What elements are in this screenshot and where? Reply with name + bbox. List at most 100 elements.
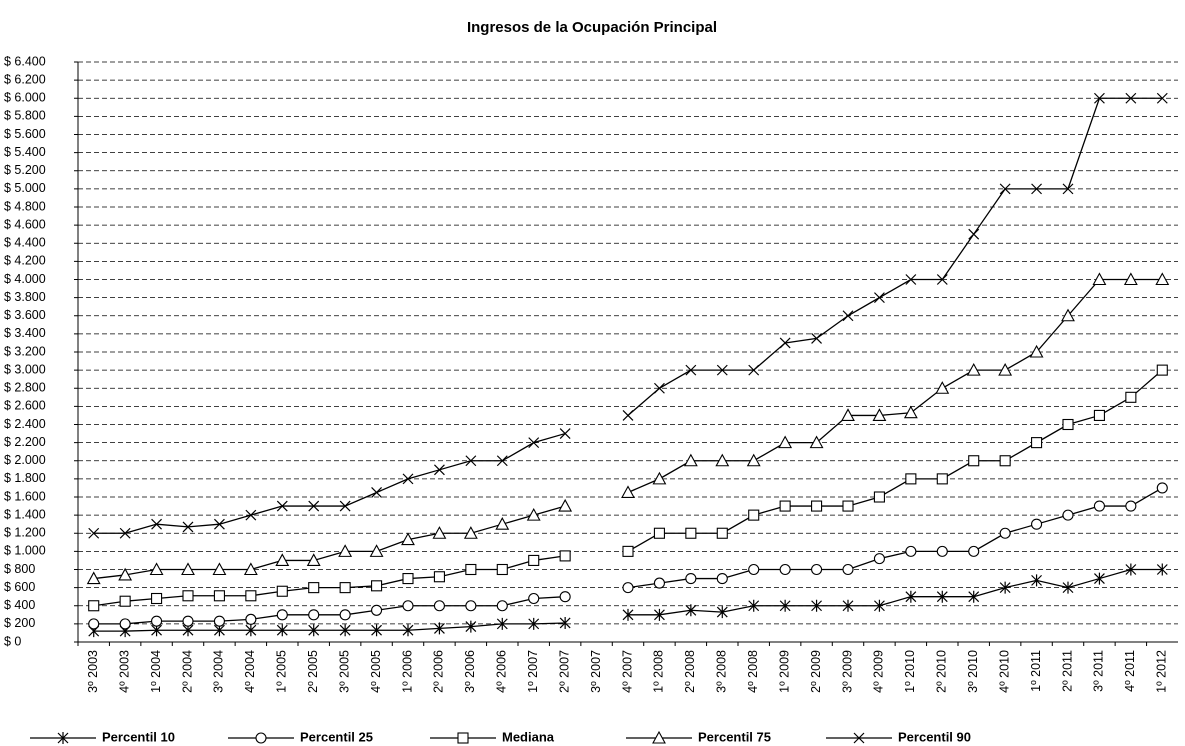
y-tick-label: $ 600 [4,580,35,594]
marker-shape [936,545,948,557]
marker [998,362,1013,376]
x-tick-label: 3º 2007 [589,650,603,693]
marker [149,562,164,576]
marker-shape [779,500,791,512]
marker [528,592,540,605]
marker-shape [245,590,257,602]
marker [528,437,540,449]
marker-shape [181,562,195,576]
marker [872,408,887,421]
marker [151,518,162,530]
marker-shape [936,274,948,285]
marker-shape [905,545,917,557]
marker [622,545,634,557]
marker-shape [275,553,290,566]
marker-shape [559,616,571,629]
marker-shape [905,274,917,285]
marker [903,405,918,419]
marker-shape [654,608,665,621]
marker-shape [243,562,258,576]
marker [999,527,1011,539]
marker [715,453,730,467]
marker-shape [88,527,100,539]
marker-shape [716,606,728,619]
marker-shape [652,730,666,744]
marker-shape [465,455,477,467]
marker [746,453,761,467]
marker-shape [903,405,918,419]
marker-shape [433,600,445,612]
marker [243,562,258,576]
marker [748,599,760,612]
x-tick-label: 3º 2010 [966,650,980,693]
series-line [93,568,1163,632]
marker-shape [685,364,697,376]
marker [1062,183,1074,195]
y-tick-label: $ 400 [4,598,35,612]
marker [905,473,917,485]
marker [57,732,69,744]
marker [1031,574,1042,587]
x-tick-label: 4º 2006 [495,650,509,693]
marker-shape [716,527,728,539]
marker-shape [1031,183,1042,195]
marker [88,618,100,630]
x-tick-label: 4º 2007 [620,650,634,693]
y-tick-label: $ 4.400 [4,236,46,250]
marker [1031,437,1043,449]
marker-shape [1156,364,1168,376]
marker-shape [685,573,697,585]
marker-shape [1094,572,1105,585]
marker-shape [809,435,824,449]
marker [212,562,227,576]
marker-shape [905,590,917,603]
marker-shape [999,581,1011,594]
x-tick-label: 3º 2003 [86,650,100,693]
marker-shape [779,337,791,349]
marker-shape [276,609,288,621]
marker [371,487,382,498]
marker-shape [716,573,728,585]
marker [968,545,980,557]
marker [1093,409,1105,421]
marker-shape [496,455,508,467]
marker-shape [935,381,950,394]
marker [1125,92,1137,104]
legend-label: Percentil 10 [102,729,175,744]
marker [1156,364,1168,376]
x-tick-label: 4º 2004 [243,650,257,693]
marker-shape [874,599,885,612]
marker-shape [276,585,288,597]
marker-shape [465,563,477,576]
marker [1062,418,1074,431]
marker-shape [88,600,100,612]
marker [496,617,508,630]
marker [685,604,697,617]
legend-label: Percentil 75 [698,729,771,744]
marker-shape [496,600,508,612]
marker-shape [905,473,917,485]
marker [308,624,320,637]
x-tick-label: 3º 2006 [463,650,477,693]
marker-shape [151,615,163,627]
marker-shape [748,509,760,521]
marker [621,485,635,499]
marker-shape [402,473,414,485]
marker-shape [999,183,1011,195]
marker [371,580,383,592]
marker [559,428,571,439]
marker [653,527,665,539]
marker [463,526,478,539]
marker-shape [212,562,227,576]
marker-shape [716,364,728,376]
marker-shape [401,532,415,546]
marker [1123,272,1138,286]
marker [748,364,760,376]
marker [402,624,414,637]
marker [716,606,728,619]
marker-shape [622,608,634,621]
x-tick-label: 1º 2008 [652,650,666,693]
marker-shape [968,590,980,603]
marker [1125,500,1137,512]
